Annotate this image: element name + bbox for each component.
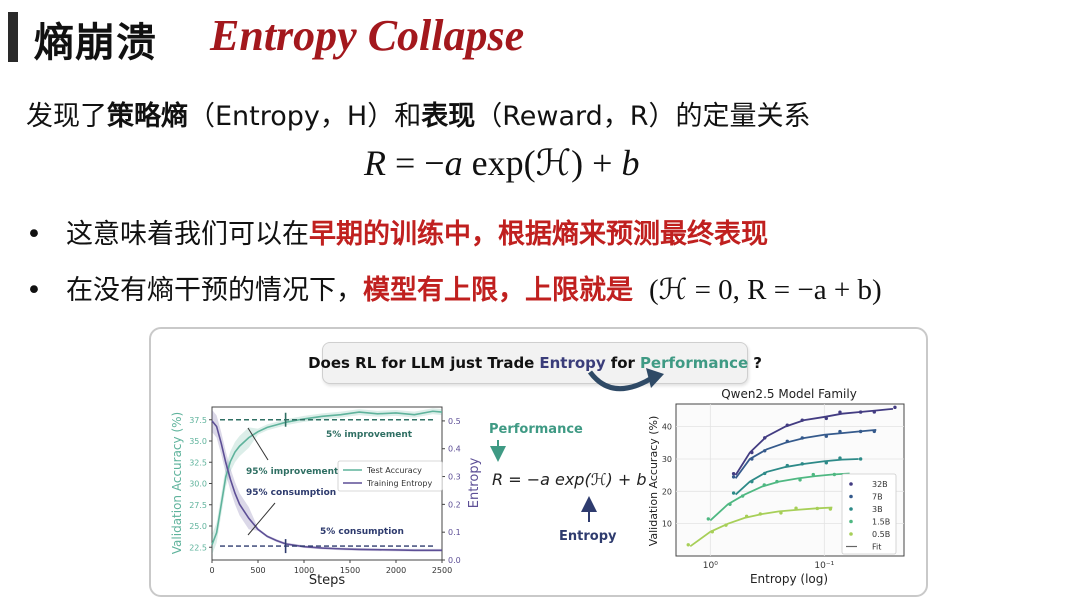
main-formula: R = −a exp(ℋ) + b <box>364 142 639 184</box>
formula-eq: = − <box>386 143 445 183</box>
question-box: Does RL for LLM just Trade Entropy for P… <box>308 342 762 384</box>
statement-line: 发现了策略熵（Entropy，H）和表现（Reward，R）的定量关系 <box>26 94 811 133</box>
statement-text: （Entropy，H）和 <box>188 101 422 132</box>
statement-text: 发现了 <box>26 101 107 132</box>
bullet-highlight: 模型有上限，上限就是 <box>363 275 633 306</box>
bullet-dot: • <box>26 275 42 306</box>
question-text: Does RL for LLM just Trade <box>308 354 535 372</box>
title-accent-bar <box>8 12 18 62</box>
question-mark: ? <box>753 354 762 372</box>
slide-title-english: Entropy Collapse <box>210 11 525 60</box>
slide-title: 熵崩溃 <box>34 20 157 66</box>
question-performance: Performance <box>639 354 749 372</box>
statement-bold-performance: 表现 <box>421 101 476 132</box>
bullet-2: • 在没有熵干预的情况下，模型有上限，上限就是 (ℋ = 0, R = −a + b… <box>26 268 882 307</box>
formula-h: ℋ <box>535 143 572 183</box>
statement-text: （Reward，R）的定量关系 <box>475 101 811 132</box>
bullet-text: 在没有熵干预的情况下， <box>66 275 363 306</box>
formula-r: R <box>364 143 386 183</box>
formula-b: b <box>621 143 640 183</box>
bullet-highlight: 早期的训练中，根据熵来预测最终表现 <box>309 219 768 250</box>
statement-bold-entropy: 策略熵 <box>107 101 188 132</box>
question-text: for <box>610 354 635 372</box>
formula-close: ) + <box>571 143 622 183</box>
formula-exp: exp( <box>462 143 536 183</box>
bullet-text: 这意味着我们可以在 <box>66 219 309 250</box>
bullet-math: (ℋ = 0, R = −a + b) <box>649 274 882 306</box>
question-entropy: Entropy <box>539 354 606 372</box>
bullet-1: • 这意味着我们可以在早期的训练中，根据熵来预测最终表现 <box>26 212 768 251</box>
formula-a: a <box>444 143 463 183</box>
bullet-dot: • <box>26 219 42 250</box>
